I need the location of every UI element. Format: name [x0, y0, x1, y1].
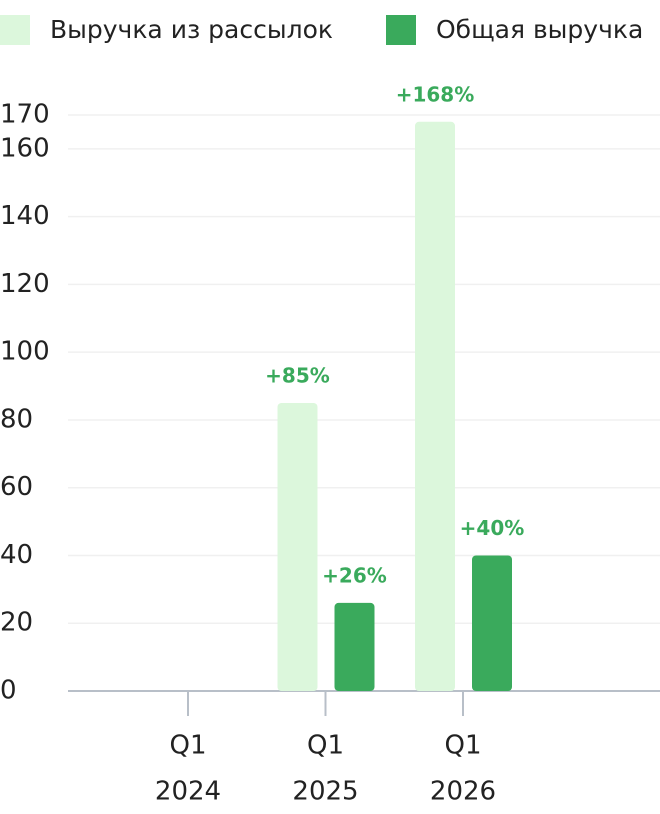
legend-label: Общая выручка — [436, 15, 643, 44]
value-label: +168% — [396, 82, 475, 106]
legend-swatch — [386, 15, 416, 45]
x-tick-label: Q1 — [169, 731, 206, 761]
y-tick-label: 120 — [0, 269, 50, 299]
y-tick-label: 80 — [0, 404, 33, 434]
y-tick-label: 0 — [0, 676, 17, 706]
y-tick-label: 140 — [0, 201, 50, 231]
y-tick-label: 20 — [0, 608, 33, 638]
x-tick-label: 2024 — [155, 777, 221, 807]
bar — [472, 555, 512, 691]
x-tick-label: 2026 — [430, 777, 496, 807]
value-label: +40% — [460, 516, 525, 540]
bar — [415, 121, 455, 691]
y-tick-label: 60 — [0, 472, 33, 502]
x-tick-label: 2025 — [292, 777, 358, 807]
y-tick-label: 170 — [0, 100, 50, 130]
y-tick-label: 100 — [0, 337, 50, 367]
legend-swatch — [0, 15, 30, 45]
bar — [277, 403, 318, 691]
x-tick-label: Q1 — [307, 731, 344, 761]
value-label: +85% — [265, 364, 330, 388]
legend-label: Выручка из рассылок — [50, 15, 333, 44]
y-tick-label: 160 — [0, 133, 50, 163]
y-tick-label: 40 — [0, 540, 33, 570]
bar — [334, 602, 375, 691]
value-label: +26% — [322, 563, 387, 587]
x-tick-label: Q1 — [444, 731, 481, 761]
